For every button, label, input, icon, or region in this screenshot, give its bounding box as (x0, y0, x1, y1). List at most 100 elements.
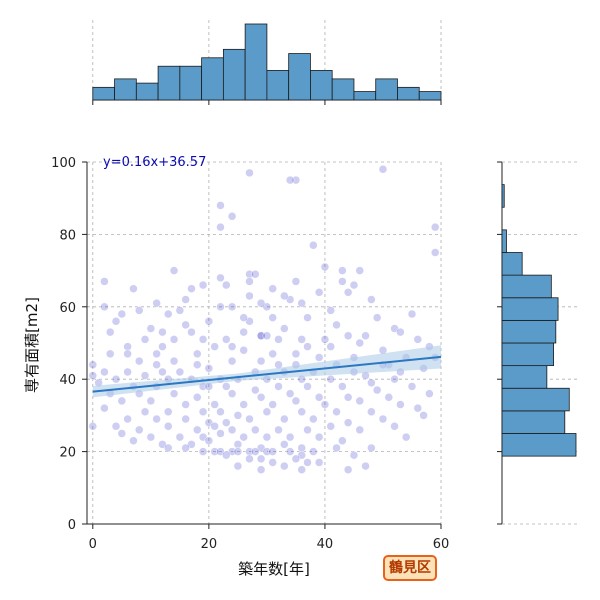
scatter-point (274, 335, 283, 344)
scatter-point (262, 331, 272, 341)
scatter-point (407, 382, 417, 391)
right-hist-bar (501, 319, 557, 344)
scatter-point (105, 349, 115, 359)
scatter-point (285, 447, 295, 456)
scatter-point (198, 280, 208, 290)
scatter-point (297, 335, 306, 344)
scatter-point (291, 454, 301, 464)
scatter-point (169, 356, 179, 366)
scatter-point (245, 414, 254, 424)
scatter-point (140, 371, 150, 380)
scatter-point (134, 425, 144, 435)
scatter-point (280, 291, 289, 301)
scatter-point (210, 400, 219, 409)
scatter-point (193, 349, 202, 359)
y-tick-label: 40 (59, 373, 76, 388)
right-hist-bar (501, 229, 507, 253)
scatter-point (239, 432, 248, 442)
scatter-point (401, 432, 411, 442)
scatter-point (245, 454, 254, 464)
scatter-point (227, 342, 237, 351)
scatter-point (343, 393, 353, 402)
scatter-point (262, 407, 272, 417)
scatter-point (210, 422, 219, 431)
x-tick-label: 0 (89, 537, 97, 552)
scatter-point (193, 360, 202, 369)
x-tick-label: 60 (433, 537, 450, 552)
x-tick-label: 40 (317, 537, 334, 552)
scatter-point (256, 465, 266, 474)
right-hist-bar (501, 342, 554, 367)
scatter-point (285, 175, 295, 185)
top-hist-bar (353, 91, 377, 101)
scatter-point (274, 425, 283, 435)
scatter-point (169, 389, 179, 398)
right-hist-bar (501, 410, 566, 434)
scatter-point (343, 331, 353, 341)
scatter-point (390, 422, 399, 431)
scatter-point (349, 280, 359, 290)
y-tick-label: 100 (51, 156, 76, 171)
scatter-point (175, 306, 185, 315)
scatter-point (245, 168, 254, 178)
scatter-point (123, 367, 132, 377)
scatter-point (262, 432, 272, 442)
scatter-point (355, 396, 365, 406)
scatter-point (268, 313, 277, 322)
scatter-point (256, 356, 266, 366)
scatter-point (314, 432, 324, 442)
scatter-point (291, 175, 301, 185)
scatter-point (314, 353, 324, 362)
scatter-point (378, 164, 388, 174)
regression-equation: y=0.16x+36.57 (103, 155, 206, 170)
scatter-point (285, 389, 295, 398)
scatter-point (233, 461, 243, 471)
scatter-point (216, 429, 225, 438)
scatter-point (123, 414, 132, 424)
scatter-point (280, 461, 289, 471)
scatter-point (239, 400, 248, 409)
scatter-point (419, 411, 428, 420)
scatter-point (245, 277, 254, 286)
scatter-point (338, 277, 347, 286)
scatter-point (245, 291, 254, 301)
right-hist-bar (501, 184, 505, 208)
scatter-point (239, 313, 248, 322)
scatter-point (210, 447, 219, 456)
scatter-point (163, 422, 173, 431)
y-tick-label: 80 (59, 228, 76, 243)
scatter-point (227, 212, 237, 221)
scatter-point (430, 222, 440, 232)
scatter-point (169, 266, 179, 275)
scatter-point (163, 309, 173, 319)
top-hist-bar (418, 91, 442, 101)
scatter-point (187, 327, 196, 337)
scatter-point (88, 360, 98, 369)
scatter-point (430, 248, 440, 257)
scatter-point (280, 414, 289, 424)
scatter-point (332, 407, 341, 417)
top-hist-bar (397, 86, 420, 101)
y-tick-label: 60 (59, 301, 76, 316)
scatter-point (123, 342, 132, 351)
right-hist-bar (501, 387, 570, 412)
scatter-point (413, 335, 423, 344)
scatter-point (256, 331, 266, 341)
scatter-point (291, 396, 301, 406)
ward-badge: 鶴見区 (383, 555, 437, 581)
x-axis-title: 築年数[年] (238, 560, 310, 578)
top-hist-bar (222, 48, 246, 101)
scatter-point (198, 447, 208, 456)
top-hist-bar (114, 78, 137, 101)
scatter-point (204, 317, 214, 326)
scatter-point (117, 309, 127, 319)
scatter-point (343, 465, 353, 474)
scatter-point (100, 277, 109, 286)
scatter-point (297, 298, 306, 308)
scatter-point (146, 432, 156, 442)
right-hist-bar (501, 365, 548, 389)
scatter-point (175, 367, 185, 377)
scatter-point (152, 298, 161, 308)
x-tick-label: 20 (201, 537, 218, 552)
scatter-point (332, 443, 341, 453)
